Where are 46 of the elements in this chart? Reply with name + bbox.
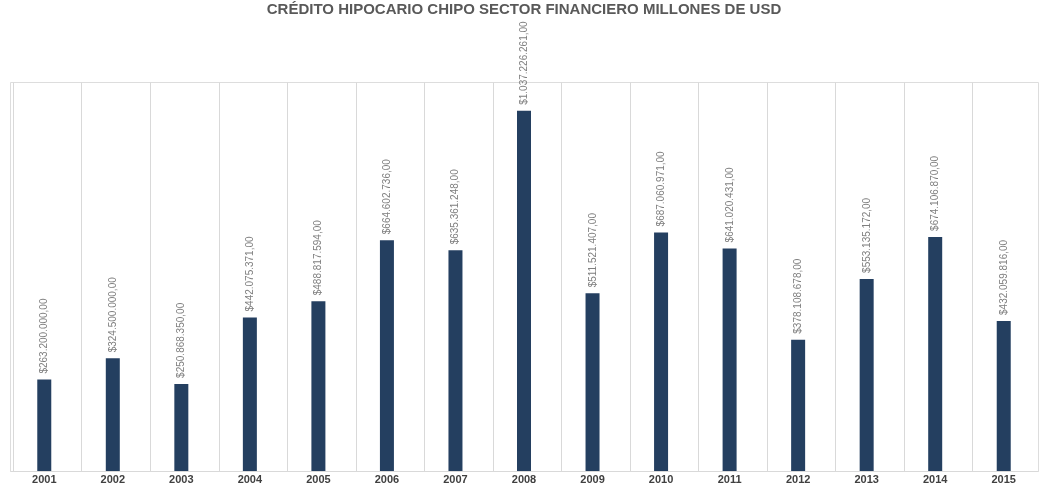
- data-label: $263.200.000,00: [38, 298, 50, 374]
- x-tick-label: 2007: [443, 472, 468, 485]
- data-label: $378.108.678,00: [792, 258, 804, 334]
- x-tick-label: 2012: [785, 472, 811, 485]
- data-label: $432.059.816,00: [997, 239, 1009, 315]
- x-tick-label: 2001: [32, 472, 57, 485]
- data-label: $324.500.000,00: [106, 276, 118, 353]
- data-label: $488.817.594,00: [312, 219, 324, 296]
- bar: [517, 110, 531, 471]
- bar: [37, 379, 52, 471]
- bar: [448, 250, 463, 471]
- bar: [105, 358, 120, 471]
- data-label: $635.361.248,00: [449, 168, 461, 245]
- bar: [174, 383, 189, 471]
- x-tick-label: 2002: [100, 472, 126, 485]
- bar: [311, 301, 326, 471]
- x-tick-label: 2004: [237, 472, 263, 485]
- data-label: $1.037.226.261,00: [518, 20, 529, 105]
- x-tick-label: 2010: [648, 472, 674, 485]
- x-tick-label: 2005: [306, 472, 331, 485]
- x-tick-label: 2006: [374, 472, 400, 485]
- data-label: $664.602.736,00: [380, 158, 392, 235]
- x-tick-label: 2008: [511, 472, 537, 485]
- chart-title: CRÉDITO HIPOCARIO CHIPO SECTOR FINANCIERO MILLONES DE USD: [266, 0, 782, 18]
- bar: [791, 339, 806, 471]
- x-tick-label: 2015: [991, 472, 1016, 485]
- data-label: $442.075.371,00: [243, 235, 255, 312]
- bar: [379, 240, 394, 471]
- bar: [928, 236, 943, 471]
- bar: [654, 232, 669, 471]
- bar: [722, 248, 737, 471]
- bar: [585, 293, 600, 471]
- x-tick-label: 2011: [717, 472, 742, 485]
- bar: [859, 278, 874, 471]
- x-tick-label: 2003: [169, 472, 194, 485]
- x-tick-label: 2009: [580, 472, 605, 485]
- x-tick-label: 2014: [922, 472, 949, 485]
- data-label: $553.135.172,00: [860, 197, 872, 273]
- data-label: $511.521.407,00: [586, 212, 598, 288]
- data-label: $687.060.971,00: [655, 150, 667, 227]
- bar: [242, 317, 257, 471]
- data-label: $641.020.431,00: [723, 166, 735, 243]
- bar: [996, 320, 1011, 471]
- x-tick-label: 2013: [854, 472, 879, 485]
- data-label: $674.106.870,00: [929, 155, 941, 231]
- data-label: $250.868.350,00: [175, 302, 187, 378]
